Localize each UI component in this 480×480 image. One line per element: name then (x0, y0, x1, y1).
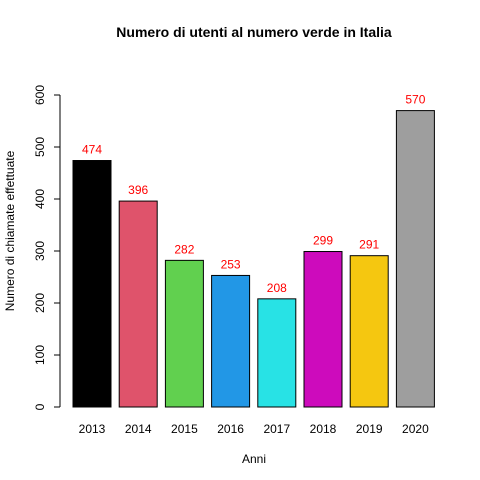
y-tick-label: 0 (33, 403, 47, 410)
x-tick-label: 2017 (263, 422, 290, 436)
x-axis-label: Anni (242, 452, 266, 466)
data-labels: 474 396 282 253 208 299 291 570 (82, 93, 426, 295)
y-tick-label: 200 (33, 293, 47, 313)
bar-2014 (118, 200, 158, 408)
data-label-2017: 208 (267, 281, 287, 295)
y-axis-label: Numero di chiamate effettuate (3, 150, 17, 311)
bar-2020 (395, 110, 435, 408)
y-tick-label: 400 (33, 189, 47, 209)
y-tick-label: 600 (33, 85, 47, 105)
data-label-2018: 299 (313, 234, 333, 248)
bars (72, 110, 435, 408)
chart-title: Numero di utenti al numero verde in Ital… (116, 24, 392, 40)
y-tick-label: 100 (33, 345, 47, 365)
y-axis: 0 100 200 300 400 500 600 (33, 85, 61, 410)
x-tick-label: 2014 (125, 422, 152, 436)
y-tick-label: 300 (33, 241, 47, 261)
data-label-2019: 291 (359, 238, 379, 252)
bar-2017 (257, 298, 297, 408)
bar-2018 (303, 251, 343, 408)
x-tick-label: 2016 (217, 422, 244, 436)
x-tick-label: 2018 (310, 422, 337, 436)
x-tick-label: 2019 (356, 422, 383, 436)
x-tick-label: 2015 (171, 422, 198, 436)
bar-2016 (211, 274, 251, 408)
data-label-2013: 474 (82, 143, 102, 157)
x-tick-label: 2013 (79, 422, 106, 436)
data-label-2016: 253 (221, 257, 241, 271)
data-label-2014: 396 (128, 183, 148, 197)
y-tick-label: 500 (33, 137, 47, 157)
data-label-2015: 282 (174, 242, 194, 256)
bar-2013 (72, 160, 112, 408)
bar-2015 (164, 259, 204, 408)
data-label-2020: 570 (405, 93, 425, 107)
bar-2019 (349, 255, 389, 408)
x-tick-labels: 2013 2014 2015 2016 2017 2018 2019 2020 (79, 422, 429, 436)
x-tick-label: 2020 (402, 422, 429, 436)
